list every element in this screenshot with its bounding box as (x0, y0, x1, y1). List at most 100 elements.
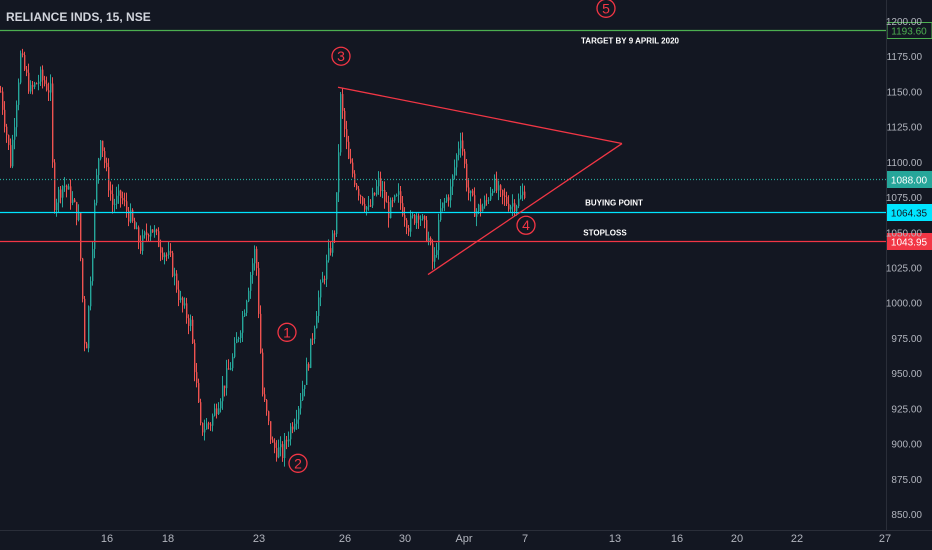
candle-body (194, 343, 196, 373)
candle-body (176, 273, 178, 290)
candle-body (334, 233, 336, 235)
candle-body (408, 228, 410, 232)
candle-body (190, 319, 192, 326)
candle-body (2, 91, 4, 110)
candle-body (466, 163, 468, 188)
candle-body (74, 199, 76, 203)
candle-body (412, 215, 414, 217)
price-axis[interactable]: 850.00 875.00 900.00 925.00 950.00 975.00 1000… (886, 0, 923, 530)
candle-body (150, 229, 152, 237)
candle-body (130, 209, 132, 222)
candle-body (300, 400, 302, 409)
candle-body (502, 190, 504, 196)
candle-body (218, 408, 220, 414)
candle-body (436, 250, 438, 255)
candle-body (362, 196, 364, 204)
time-axis[interactable]: 16 18 23 26 30 Apr 7 13 16 20 22 27 (0, 530, 932, 546)
candle-body (40, 69, 42, 82)
candle-body (174, 273, 176, 276)
price-tick-label: 1100.00 (887, 158, 923, 169)
candle-body (322, 278, 324, 283)
candle-body (86, 343, 88, 349)
candle-body (470, 190, 472, 194)
candle-body (80, 212, 82, 259)
candle-body (42, 69, 44, 81)
stop-price-label: 1043.95 (891, 238, 928, 249)
candle-body (52, 83, 54, 163)
candle-body (56, 202, 58, 211)
candle-body (158, 231, 160, 247)
wave-circle (331, 46, 351, 66)
candle-body (138, 227, 140, 243)
candle-body (234, 343, 236, 357)
candle-body (338, 152, 340, 193)
candle-body (124, 200, 126, 202)
wave-label: 3 (337, 48, 345, 64)
candle-body (426, 220, 428, 241)
candle-body (268, 411, 270, 422)
candle-body (250, 274, 252, 291)
price-tick-label: 850.00 (891, 510, 922, 521)
candle-body (98, 158, 100, 176)
candle-body (406, 220, 408, 229)
candle-body (496, 178, 498, 191)
candle-body (378, 178, 380, 187)
candle-body (382, 189, 384, 192)
candle-body (514, 203, 516, 212)
candle-body (320, 282, 322, 298)
candle-body (410, 215, 412, 232)
candle-body (390, 200, 392, 218)
candle-body (162, 252, 164, 258)
candle-body (240, 332, 242, 339)
candle-body (396, 194, 398, 196)
candle-body (380, 178, 382, 192)
candle-body (304, 384, 306, 389)
candle-body (384, 189, 386, 202)
candle-body (16, 104, 18, 128)
candle-body (254, 248, 256, 264)
candle-body (490, 193, 492, 200)
candle-body (170, 251, 172, 253)
candle-body (484, 200, 486, 207)
candle-body (310, 338, 312, 368)
candle-body (112, 194, 114, 205)
time-tick-label: 22 (791, 533, 803, 545)
candle-body (212, 415, 214, 426)
candle-body (142, 235, 144, 251)
candle-body (460, 140, 462, 149)
candle-body (156, 229, 158, 232)
candle-body (8, 135, 10, 146)
candle-body (178, 289, 180, 301)
candle-body (372, 192, 374, 206)
candle-body (352, 162, 354, 174)
candle-body (478, 204, 480, 211)
price-tick-label: 1175.00 (887, 52, 923, 63)
candle-body (274, 442, 276, 448)
target-price-label: 1193.60 (891, 27, 927, 38)
candle-body (292, 426, 294, 430)
candle-body (200, 402, 202, 423)
candle-body (454, 167, 456, 176)
candle-body (394, 195, 396, 201)
candle-body (402, 203, 404, 216)
candle-body (38, 81, 40, 84)
candle-body (476, 210, 478, 217)
candle-body (60, 189, 62, 198)
candle-body (482, 206, 484, 212)
candle-body (438, 219, 440, 251)
candle-body (520, 195, 522, 199)
candle-body (350, 158, 352, 163)
candle-body (388, 202, 390, 218)
candle-body (494, 178, 496, 191)
candle-body (78, 212, 80, 220)
candle-body (128, 210, 130, 222)
candle-body (504, 195, 506, 197)
chart-annotation: STOPLOSS (583, 228, 627, 237)
candle-body (290, 426, 292, 440)
time-tick-label: 26 (339, 533, 351, 545)
candle-body (398, 191, 400, 195)
candle-body (284, 439, 286, 459)
candle-body (512, 203, 514, 207)
candle-body (4, 109, 6, 127)
